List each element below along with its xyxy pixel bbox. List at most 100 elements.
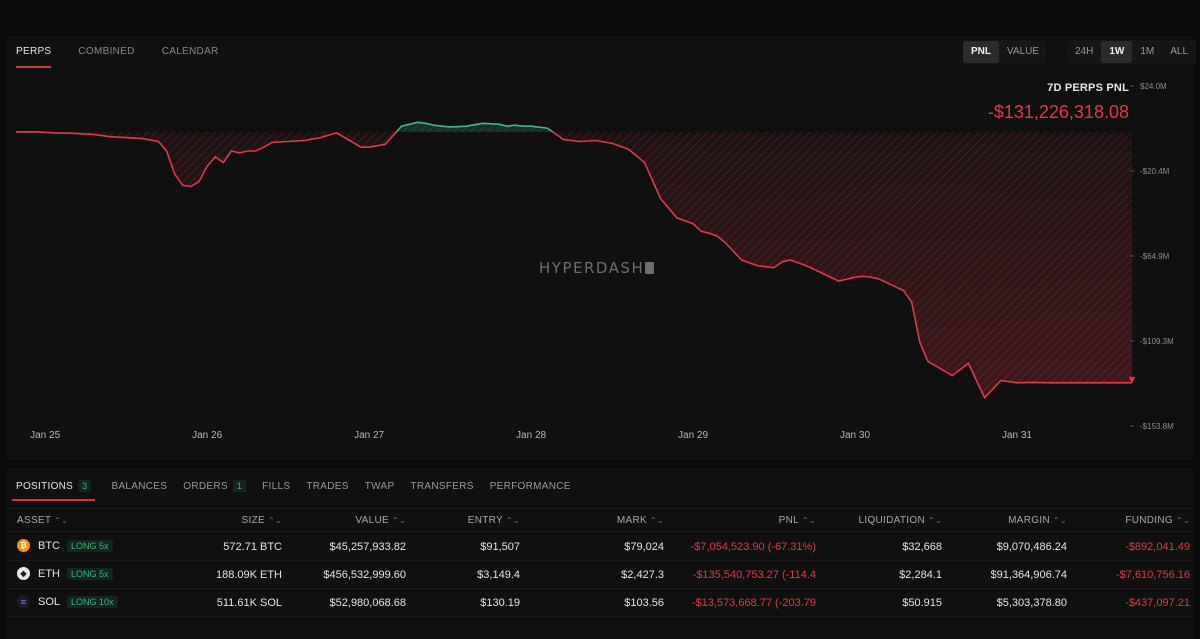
entry-cell: $130.19 (480, 597, 520, 609)
pnl-chart-panel: $24.0M -$20.4M -$64.9M -$109.3M -$153.8M Jan … (6, 36, 1197, 460)
value-cell: $456,532,999.60 (323, 569, 406, 581)
watermark-block-icon (645, 262, 655, 274)
col-label: ENTRY (467, 515, 503, 526)
col-funding[interactable]: FUNDING ⌃⌄ (1125, 515, 1190, 526)
tab-label: TRANSFERS (410, 480, 474, 492)
watermark-logo: HYPERDASH (539, 259, 655, 277)
tab-orders[interactable]: ORDERS 1 (183, 476, 247, 501)
y-tick-label: -$64.9M (1140, 252, 1170, 261)
chart-tabs: PERPS COMBINED CALENDAR (16, 44, 246, 68)
tab-perps[interactable]: PERPS (16, 44, 52, 68)
x-tick-label: Jan 28 (516, 430, 546, 441)
y-tick-label: -$109.3M (1140, 337, 1174, 346)
profit-area-hatch (396, 122, 553, 132)
value-toggle-button[interactable]: VALUE (1007, 46, 1040, 57)
col-asset[interactable]: ASSET ⌃⌄ (17, 515, 68, 526)
pnl-summary-value: -$131,226,318.08 (987, 102, 1129, 122)
tab-trades[interactable]: TRADES (306, 476, 348, 501)
asset-cell: ◆ ETH LONG 5x (17, 567, 113, 580)
liquidation-cell: $50.915 (902, 597, 942, 609)
pnl-cell: -$7,054,523.90 (-67.31%) (690, 541, 816, 553)
ethereum-icon: ◆ (17, 567, 30, 580)
col-size[interactable]: SIZE ⌃⌄ (242, 515, 282, 526)
pnl-cell: -$135,540,753.27 (-114.4 (692, 569, 816, 581)
tab-combined[interactable]: COMBINED (78, 46, 135, 57)
asset-cell: ₿ BTC LONG 5x (17, 539, 113, 552)
tab-twap[interactable]: TWAP (365, 476, 395, 501)
col-label: ASSET (17, 515, 52, 526)
sort-icon: ⌃⌄ (1052, 516, 1067, 525)
position-row-sol[interactable]: ≡ SOL LONG 10x 511.61K SOL $52,980,068.68 $13… (6, 589, 1194, 617)
loss-area-hatch (16, 131, 1132, 398)
mark-cell: $103.56 (624, 597, 664, 609)
orders-count-badge: 1 (232, 480, 247, 492)
pnl-endpoint-marker (1129, 376, 1135, 384)
pnl-summary-label: 7D PERPS PNL (1047, 82, 1129, 94)
liquidation-cell: $32,668 (902, 541, 942, 553)
funding-cell: -$892,041.49 (1125, 541, 1190, 553)
col-label: FUNDING (1125, 515, 1173, 526)
mark-cell: $2,427.3 (621, 569, 664, 581)
tab-balances[interactable]: BALANCES (111, 476, 167, 501)
range-all-button[interactable]: ALL (1170, 46, 1189, 57)
col-value[interactable]: VALUE ⌃⌄ (355, 515, 406, 526)
col-margin[interactable]: MARGIN ⌃⌄ (1008, 515, 1067, 526)
size-cell: 572.71 BTC (223, 541, 282, 553)
bitcoin-icon: ₿ (17, 539, 30, 552)
tab-fills[interactable]: FILLS (262, 476, 290, 501)
solana-icon: ≡ (17, 595, 30, 608)
tab-label: TWAP (364, 480, 395, 492)
col-label: LIQUIDATION (858, 515, 925, 526)
margin-cell: $91,364,906.74 (990, 569, 1067, 581)
col-pnl[interactable]: PNL ⌃⌄ (779, 515, 816, 526)
tab-performance[interactable]: PERFORMANCE (490, 476, 571, 501)
sort-icon: ⌃⌄ (927, 516, 942, 525)
range-24h-button[interactable]: 24H (1075, 46, 1094, 57)
tab-label: BALANCES (111, 480, 168, 492)
col-liquidation[interactable]: LIQUIDATION ⌃⌄ (859, 515, 942, 526)
col-mark[interactable]: MARK ⌃⌄ (617, 515, 664, 526)
range-1m-button[interactable]: 1M (1140, 46, 1155, 57)
y-tick-label: $24.0M (1140, 82, 1167, 91)
position-row-eth[interactable]: ◆ ETH LONG 5x 188.09K ETH $456,532,999.60 $3,… (6, 561, 1194, 589)
range-1w-button[interactable]: 1W (1101, 41, 1133, 63)
sort-icon: ⌃⌄ (1175, 516, 1190, 525)
asset-name: ETH (38, 567, 60, 580)
funding-cell: -$7,610,756.16 (1115, 569, 1190, 581)
top-bar (0, 0, 1200, 28)
col-label: SIZE (241, 515, 265, 526)
position-row-btc[interactable]: ₿ BTC LONG 5x 572.71 BTC $45,257,933.82 $91,5… (6, 533, 1194, 561)
tab-label: PERFORMANCE (489, 480, 571, 492)
sort-icon: ⌃⌄ (267, 516, 282, 525)
value-cell: $52,980,068.68 (329, 597, 406, 609)
tab-positions[interactable]: POSITIONS 3 (12, 476, 96, 501)
leverage-badge: LONG 10x (67, 595, 118, 608)
x-tick-label: Jan 27 (354, 430, 384, 441)
tab-label: FILLS (262, 480, 291, 492)
tab-label: TRADES (306, 480, 349, 492)
sort-icon: ⌃⌄ (391, 516, 406, 525)
col-label: VALUE (355, 515, 389, 526)
tab-calendar[interactable]: CALENDAR (161, 46, 219, 57)
asset-name: BTC (38, 539, 60, 552)
positions-tabs: POSITIONS 3 BALANCES ORDERS 1 FILLS TRADES… (12, 476, 587, 501)
y-tick-label: -$153.8M (1140, 422, 1174, 431)
x-tick-label: Jan 25 (30, 430, 60, 441)
pnl-toggle-button[interactable]: PNL (963, 41, 999, 63)
x-tick-label: Jan 26 (192, 430, 222, 441)
col-label: MARGIN (1008, 515, 1050, 526)
entry-cell: $3,149.4 (477, 569, 520, 581)
sort-icon: ⌃⌄ (649, 516, 664, 525)
margin-cell: $5,303,378.80 (996, 597, 1067, 609)
x-tick-label: Jan 30 (840, 430, 870, 441)
range-toggle: 24H 1W 1M ALL (1067, 40, 1197, 64)
tab-transfers[interactable]: TRANSFERS (410, 476, 473, 501)
table-header: ASSET ⌃⌄ SIZE ⌃⌄ VALUE ⌃⌄ ENTRY ⌃⌄ MARK ⌃⌄ PN… (6, 508, 1194, 532)
col-entry[interactable]: ENTRY ⌃⌄ (468, 515, 520, 526)
sort-icon: ⌃⌄ (801, 516, 816, 525)
entry-cell: $91,507 (480, 541, 520, 553)
positions-count-badge: 3 (78, 480, 92, 492)
leverage-badge: LONG 5x (67, 539, 113, 552)
margin-cell: $9,070,486.24 (996, 541, 1067, 553)
sort-icon: ⌃⌄ (54, 516, 69, 525)
